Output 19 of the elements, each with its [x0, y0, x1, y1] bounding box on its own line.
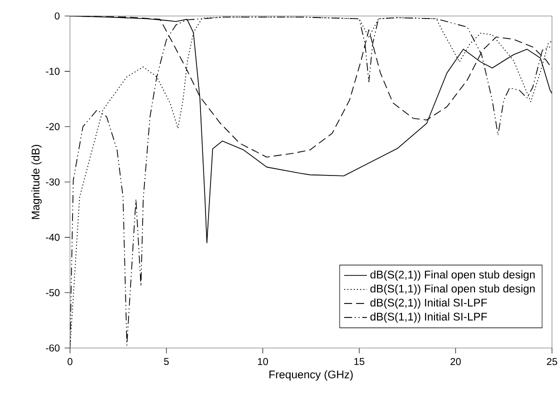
y-tick-label: -10 [46, 68, 60, 75]
x-tick-label: 25 [546, 358, 558, 366]
legend-label: dB(S(1,1)) Final open stub design [370, 284, 535, 295]
legend-label: dB(S(2,1)) Final open stub design [370, 270, 535, 281]
x-axis-title: Frequency (GHz) [269, 370, 353, 381]
y-tick-label: -30 [46, 178, 60, 186]
x-tick-label: 20 [450, 358, 461, 366]
y-tick-label: -40 [46, 234, 60, 241]
legend-label: dB(S(2,1)) Initial SI-LPF [370, 298, 487, 309]
y-axis-title: Magnitude (dB) [31, 144, 42, 219]
x-tick-label: 10 [258, 358, 268, 366]
y-tick-label: -60 [46, 344, 60, 352]
x-tick-label: 15 [354, 358, 364, 366]
x-tick-label: 5 [164, 358, 169, 366]
y-tick-label: -50 [46, 289, 60, 296]
y-tick-label: -20 [46, 123, 60, 130]
legend-label: dB(S(1,1)) Initial SI-LPF [370, 312, 487, 323]
y-tick-label: 0 [54, 12, 60, 20]
x-tick-label: 0 [68, 358, 72, 366]
